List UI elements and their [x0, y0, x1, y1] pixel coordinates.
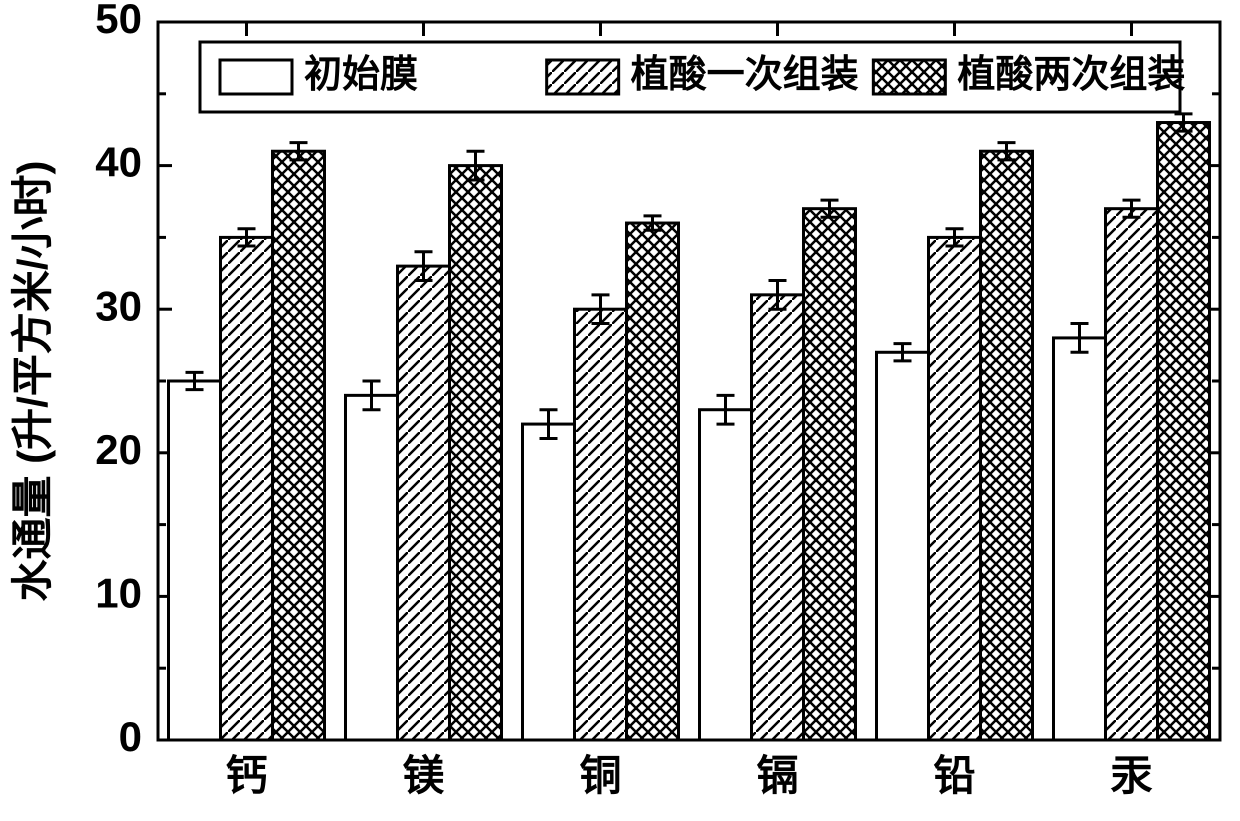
- bar-s3: [273, 151, 325, 740]
- bar-s3: [627, 223, 679, 740]
- ytick-label: 30: [95, 282, 142, 329]
- bar-s3: [804, 209, 856, 740]
- xtick-label: 铜: [579, 752, 621, 799]
- xtick-label: 汞: [1110, 752, 1152, 799]
- xtick-label: 镁: [402, 752, 444, 799]
- bar-s2: [752, 295, 804, 740]
- bar-s2: [929, 237, 981, 740]
- bar-s2: [398, 266, 450, 740]
- ytick-label: 20: [95, 426, 142, 473]
- xtick-label: 镉: [756, 752, 798, 799]
- bar-s1: [1054, 338, 1106, 740]
- bar-s3: [1158, 123, 1210, 740]
- ytick-label: 0: [119, 713, 142, 760]
- legend-swatch: [220, 60, 292, 94]
- bar-s1: [346, 395, 398, 740]
- bar-s3: [450, 166, 502, 740]
- ytick-label: 50: [95, 0, 142, 42]
- legend-label: 植酸两次组装: [957, 54, 1185, 96]
- xtick-label: 钙: [225, 752, 267, 799]
- y-axis-label: 水通量 (升/平方米/小时): [9, 161, 56, 602]
- bar-chart: 0 10 20 30 40 50 水通量 (升/平方米/小时) 钙 镁 铜 镉 铅 汞 初始膜 植酸一次组装…: [0, 0, 1240, 821]
- chart-container: 0 10 20 30 40 50 水通量 (升/平方米/小时) 钙 镁 铜 镉 铅 汞 初始膜 植酸一次组装…: [0, 0, 1240, 821]
- bar-s2: [1106, 209, 1158, 740]
- bar-s2: [221, 237, 273, 740]
- legend-swatch: [873, 60, 945, 94]
- ytick-label: 10: [95, 569, 142, 616]
- xtick-label: 铅: [933, 752, 975, 799]
- legend-swatch: [547, 60, 619, 94]
- bar-s1: [877, 352, 929, 740]
- ytick-label: 40: [95, 139, 142, 186]
- bar-s1: [700, 410, 752, 740]
- bar-s2: [575, 309, 627, 740]
- bar-s1: [523, 424, 575, 740]
- bar-s3: [981, 151, 1033, 740]
- bar-s1: [169, 381, 221, 740]
- legend-label: 植酸一次组装: [631, 54, 859, 96]
- legend-label: 初始膜: [304, 54, 418, 96]
